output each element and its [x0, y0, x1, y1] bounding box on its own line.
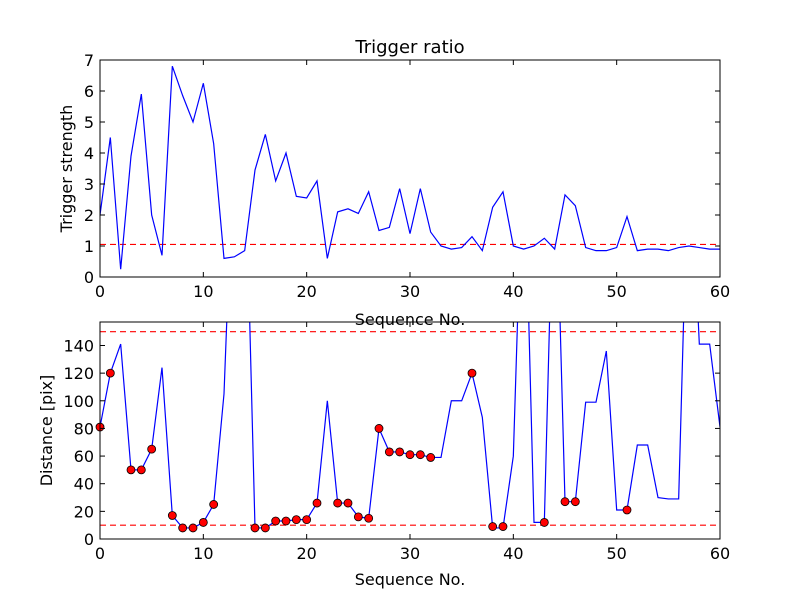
- data-point: [147, 444, 157, 454]
- data-point: [467, 368, 477, 378]
- y-axis-ticks: 0 20 40 60 80 100 120 140: [63, 336, 720, 549]
- y-tick-label: 0: [84, 530, 94, 549]
- data-point: [167, 511, 177, 520]
- data-point: [291, 515, 301, 525]
- data-point: [364, 513, 374, 523]
- data-point: [384, 447, 394, 457]
- data-point: [302, 515, 312, 525]
- selected-markers: [95, 368, 632, 533]
- y-axis-ticks: 0 1 2 3 4 5 6 7: [84, 51, 720, 287]
- data-point: [539, 518, 549, 527]
- y-tick-label: 0: [84, 268, 94, 287]
- x-tick-label: 60: [710, 544, 730, 563]
- data-point: [395, 447, 405, 457]
- y-axis-label: Trigger strength: [57, 105, 76, 234]
- data-point: [198, 518, 208, 527]
- x-tick-label: 0: [95, 282, 105, 301]
- y-tick-label: 40: [74, 475, 94, 494]
- data-point: [105, 368, 115, 378]
- x-tick-label: 40: [503, 282, 523, 301]
- y-tick-label: 140: [63, 336, 94, 355]
- data-point: [570, 497, 580, 507]
- y-tick-label: 2: [84, 206, 94, 225]
- y-tick-label: 120: [63, 364, 94, 383]
- y-tick-label: 100: [63, 392, 94, 411]
- y-tick-label: 20: [74, 502, 94, 521]
- data-point: [281, 516, 291, 526]
- x-axis-ticks: 0 10 20 30 40 50 60: [95, 322, 730, 563]
- y-tick-label: 5: [84, 113, 94, 132]
- data-point: [312, 498, 322, 508]
- series-line: [100, 66, 720, 270]
- x-tick-label: 20: [296, 282, 316, 301]
- x-tick-label: 50: [606, 544, 626, 563]
- x-tick-label: 60: [710, 282, 730, 301]
- x-tick-label: 40: [503, 544, 523, 563]
- x-tick-label: 30: [400, 282, 420, 301]
- data-point: [260, 523, 270, 533]
- x-tick-label: 50: [606, 282, 626, 301]
- y-axis-label: Distance [pix]: [37, 375, 56, 487]
- x-axis-label: Sequence No.: [355, 310, 466, 329]
- x-tick-label: 10: [193, 282, 213, 301]
- data-point: [498, 522, 508, 531]
- y-tick-label: 4: [84, 144, 94, 163]
- y-tick-label: 7: [84, 51, 94, 70]
- x-axis-label: Sequence No.: [355, 570, 466, 589]
- data-point: [488, 522, 498, 531]
- x-tick-label: 20: [296, 544, 316, 563]
- data-point: [353, 512, 363, 522]
- x-axis-ticks: 0 10 20 30 40 50 60: [95, 60, 730, 301]
- data-point: [622, 505, 632, 515]
- data-point: [343, 498, 353, 508]
- data-point: [271, 516, 281, 526]
- data-point: [426, 453, 436, 462]
- data-point: [405, 450, 415, 460]
- trigger-ratio-panel: Trigger ratio 0 10 20 30 40 50 60 0 1 2 3 4 5 6 7 Seq…: [57, 37, 730, 329]
- data-point: [415, 450, 425, 460]
- x-tick-label: 30: [400, 544, 420, 563]
- x-tick-label: 0: [95, 544, 105, 563]
- y-tick-label: 6: [84, 82, 94, 101]
- y-tick-label: 3: [84, 175, 94, 194]
- data-point: [136, 465, 146, 475]
- data-point: [209, 500, 219, 509]
- distance-panel: 0 10 20 30 40 50 60 0 20 40 60 80 100 120 140 Sequenc…: [37, 321, 730, 589]
- trigger-strength-series: [100, 66, 720, 270]
- y-tick-label: 60: [74, 447, 94, 466]
- data-point: [126, 465, 136, 475]
- data-point: [560, 497, 570, 507]
- y-tick-label: 1: [84, 237, 94, 256]
- chart-title: Trigger ratio: [354, 37, 464, 58]
- data-point: [188, 523, 198, 533]
- data-point: [178, 523, 188, 533]
- x-tick-label: 10: [193, 544, 213, 563]
- y-tick-label: 80: [74, 419, 94, 438]
- data-point: [250, 523, 260, 533]
- data-point: [333, 498, 343, 508]
- data-point: [374, 424, 384, 433]
